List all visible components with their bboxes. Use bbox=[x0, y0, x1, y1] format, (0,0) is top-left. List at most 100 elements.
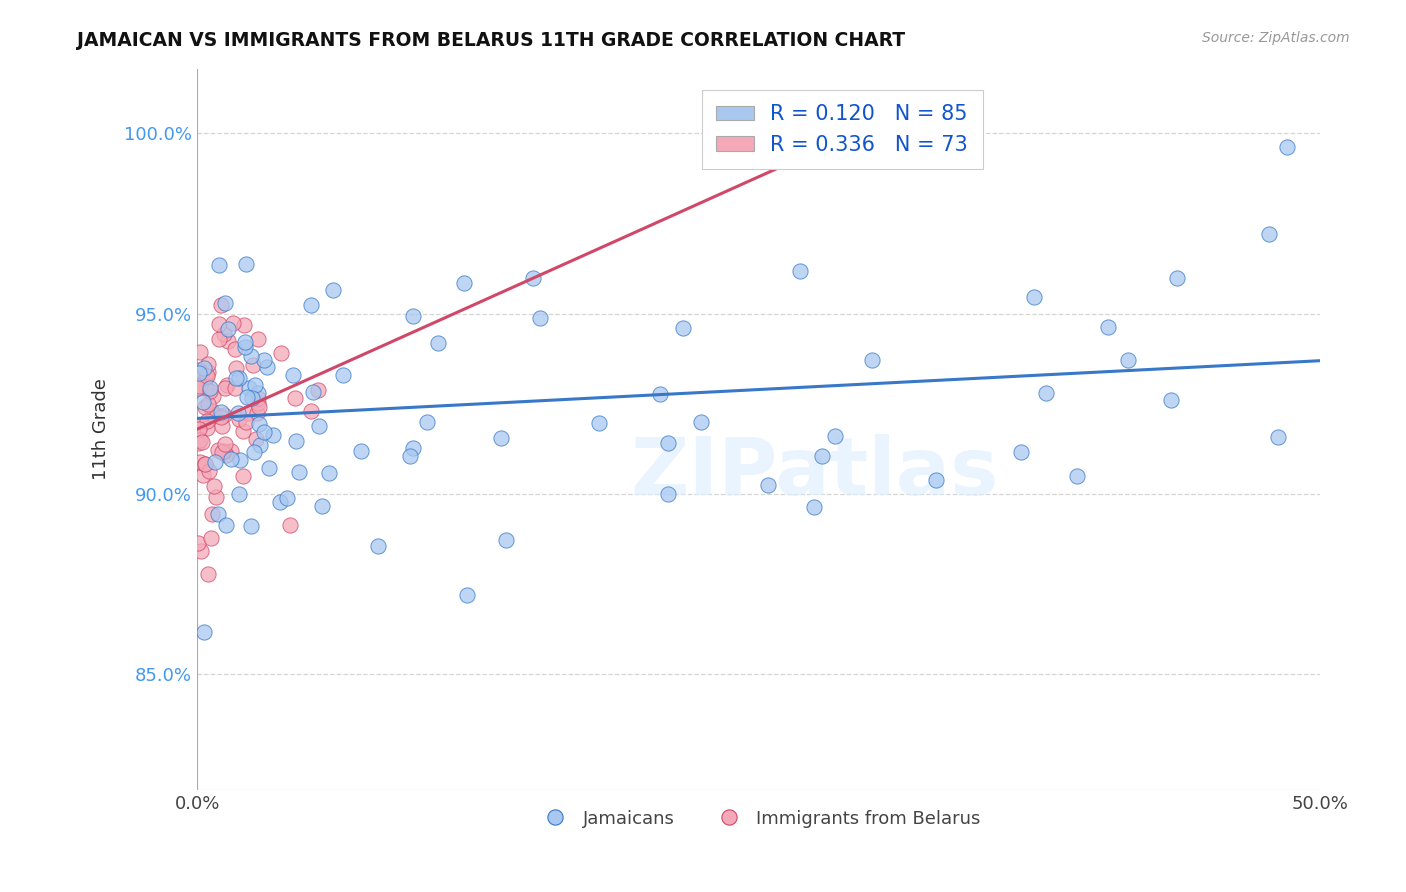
Point bbox=[195, 421, 218, 435]
Point bbox=[226, 406, 249, 420]
Point bbox=[245, 433, 267, 447]
Point bbox=[214, 437, 236, 451]
Point bbox=[322, 283, 344, 297]
Point bbox=[789, 264, 811, 278]
Point bbox=[205, 490, 228, 504]
Point bbox=[190, 379, 212, 393]
Point bbox=[307, 383, 329, 397]
Point bbox=[426, 335, 449, 350]
Point bbox=[201, 389, 224, 403]
Point bbox=[214, 409, 236, 423]
Point bbox=[240, 349, 263, 363]
Point bbox=[225, 371, 247, 385]
Point bbox=[245, 378, 267, 392]
Point bbox=[195, 370, 218, 384]
Point bbox=[657, 487, 679, 501]
Point bbox=[194, 457, 217, 471]
Point bbox=[197, 397, 219, 411]
Point bbox=[235, 415, 257, 429]
Point bbox=[399, 449, 422, 463]
Point bbox=[672, 321, 695, 335]
Point bbox=[198, 464, 221, 478]
Point bbox=[522, 271, 544, 285]
Point bbox=[811, 449, 834, 463]
Point bbox=[193, 624, 215, 639]
Point bbox=[211, 444, 233, 458]
Point bbox=[214, 381, 236, 395]
Point bbox=[193, 361, 215, 376]
Point bbox=[1116, 353, 1139, 368]
Point bbox=[453, 277, 475, 291]
Point bbox=[200, 531, 222, 545]
Point bbox=[195, 368, 218, 383]
Point bbox=[332, 368, 354, 382]
Point bbox=[235, 257, 257, 271]
Point bbox=[209, 405, 232, 419]
Point bbox=[256, 359, 278, 374]
Point bbox=[242, 358, 264, 372]
Point bbox=[188, 455, 211, 469]
Point bbox=[215, 448, 238, 462]
Point bbox=[276, 491, 298, 505]
Point bbox=[288, 465, 311, 479]
Text: ZIPatlas: ZIPatlas bbox=[631, 434, 1000, 511]
Legend: Jamaicans, Immigrants from Belarus: Jamaicans, Immigrants from Belarus bbox=[530, 803, 987, 835]
Point bbox=[253, 352, 276, 367]
Point bbox=[217, 377, 239, 392]
Point bbox=[195, 381, 218, 395]
Point bbox=[208, 332, 231, 346]
Point bbox=[529, 311, 551, 326]
Point bbox=[221, 316, 243, 330]
Point bbox=[224, 342, 246, 356]
Point bbox=[236, 407, 259, 421]
Point bbox=[1066, 469, 1088, 483]
Point bbox=[187, 436, 209, 450]
Text: JAMAICAN VS IMMIGRANTS FROM BELARUS 11TH GRADE CORRELATION CHART: JAMAICAN VS IMMIGRANTS FROM BELARUS 11TH… bbox=[77, 31, 905, 50]
Point bbox=[233, 318, 256, 332]
Point bbox=[202, 409, 225, 423]
Point bbox=[238, 381, 260, 395]
Point bbox=[283, 368, 305, 382]
Point bbox=[860, 353, 883, 368]
Point bbox=[1097, 320, 1119, 334]
Point bbox=[229, 452, 252, 467]
Point bbox=[284, 391, 307, 405]
Point bbox=[217, 321, 239, 335]
Point bbox=[191, 434, 214, 449]
Point bbox=[209, 410, 232, 425]
Point bbox=[252, 425, 274, 439]
Point bbox=[202, 479, 225, 493]
Point bbox=[456, 588, 478, 602]
Point bbox=[246, 391, 269, 405]
Point bbox=[657, 435, 679, 450]
Point bbox=[217, 334, 239, 348]
Point bbox=[588, 417, 610, 431]
Point bbox=[232, 424, 254, 438]
Point bbox=[193, 395, 215, 409]
Point bbox=[187, 363, 209, 377]
Point bbox=[208, 318, 231, 332]
Point bbox=[1267, 430, 1289, 444]
Point bbox=[214, 296, 236, 310]
Point bbox=[1277, 140, 1299, 154]
Point bbox=[194, 372, 217, 386]
Point bbox=[228, 487, 250, 501]
Point bbox=[1010, 445, 1032, 459]
Point bbox=[201, 404, 224, 418]
Point bbox=[690, 416, 713, 430]
Point bbox=[224, 381, 246, 395]
Point bbox=[246, 332, 269, 346]
Point bbox=[824, 429, 846, 443]
Point bbox=[204, 455, 226, 469]
Point bbox=[188, 367, 211, 381]
Point bbox=[197, 357, 219, 371]
Point bbox=[263, 428, 285, 442]
Point bbox=[209, 298, 232, 312]
Point bbox=[257, 461, 280, 475]
Point bbox=[301, 385, 323, 400]
Point bbox=[1035, 386, 1057, 401]
Point bbox=[925, 473, 948, 487]
Point bbox=[318, 467, 340, 481]
Point bbox=[489, 431, 512, 445]
Point bbox=[311, 499, 333, 513]
